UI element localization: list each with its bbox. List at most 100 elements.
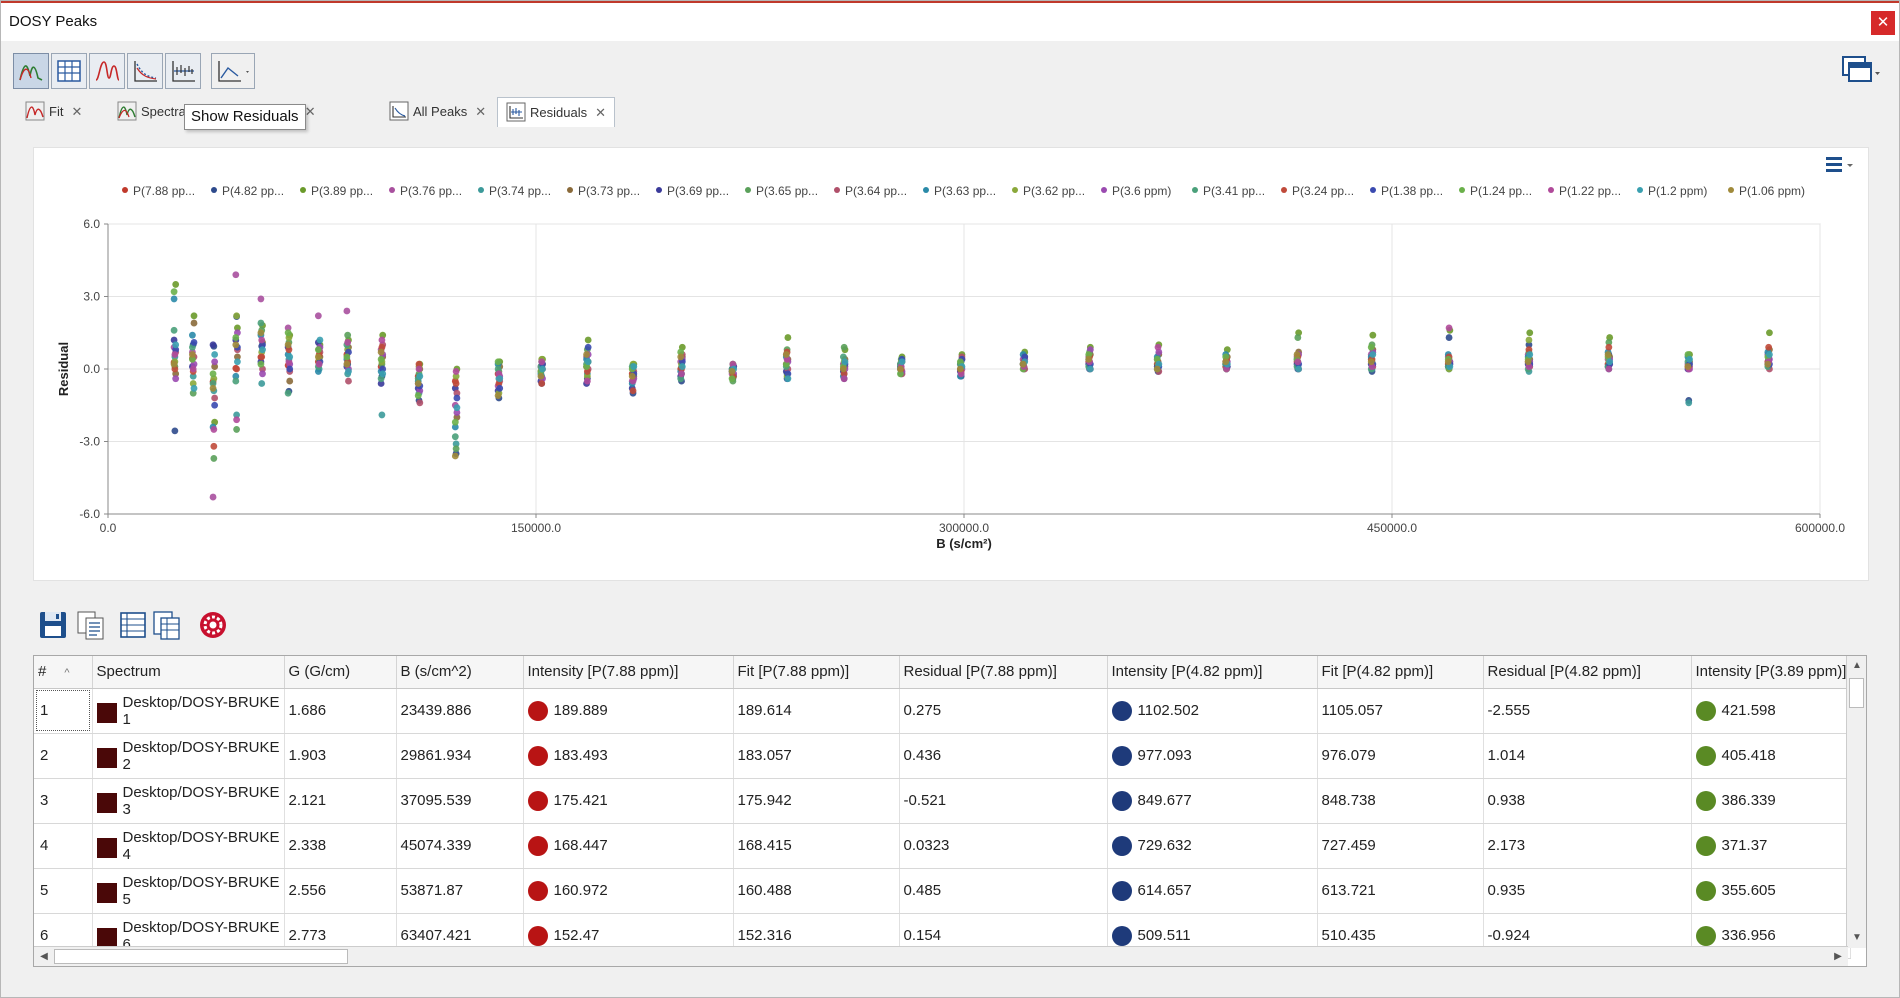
residual-point[interactable] bbox=[259, 346, 266, 354]
cell-residual-482[interactable]: 1.014 bbox=[1483, 733, 1692, 779]
residual-point[interactable] bbox=[189, 372, 197, 380]
residual-point[interactable] bbox=[343, 307, 351, 315]
residual-point[interactable] bbox=[538, 380, 546, 387]
legend-item[interactable]: P(4.82 pp... bbox=[211, 184, 284, 198]
cell-b[interactable]: 37095.539 bbox=[396, 778, 524, 824]
residual-point[interactable] bbox=[171, 351, 179, 358]
residual-point[interactable] bbox=[190, 339, 198, 346]
cell-intensity-389[interactable]: 371.37 bbox=[1691, 823, 1852, 869]
residual-point[interactable] bbox=[378, 336, 386, 344]
residual-point[interactable] bbox=[257, 329, 265, 337]
residual-point[interactable] bbox=[494, 358, 502, 366]
residual-point[interactable] bbox=[284, 389, 292, 397]
residual-point[interactable] bbox=[539, 365, 546, 373]
tab-residuals-close-icon[interactable]: ✕ bbox=[595, 105, 606, 120]
cell-fit-482[interactable]: 727.459 bbox=[1317, 823, 1484, 869]
residual-point[interactable] bbox=[583, 377, 591, 385]
cell-intensity-389[interactable]: 421.598 bbox=[1691, 688, 1852, 734]
residual-point[interactable] bbox=[1764, 360, 1772, 368]
residual-point[interactable] bbox=[316, 336, 324, 344]
residual-point[interactable] bbox=[728, 368, 736, 375]
residual-point[interactable] bbox=[414, 392, 422, 399]
cell-fit-482[interactable]: 976.079 bbox=[1317, 733, 1484, 779]
residual-point[interactable] bbox=[1085, 351, 1093, 358]
column-header-fit-482[interactable]: Fit [P(4.82 ppm)] bbox=[1317, 656, 1484, 689]
legend-item[interactable]: P(1.22 pp... bbox=[1548, 184, 1621, 198]
column-header-spectrum[interactable]: Spectrum bbox=[92, 656, 285, 689]
chart-menu-icon[interactable] bbox=[1824, 154, 1858, 176]
vertical-scrollbar[interactable]: ▲ ▼ bbox=[1846, 656, 1866, 948]
cell-residual-482[interactable]: 2.173 bbox=[1483, 823, 1692, 869]
residual-point[interactable] bbox=[284, 324, 292, 332]
residual-point[interactable] bbox=[629, 387, 637, 395]
residual-point[interactable] bbox=[211, 394, 219, 402]
legend-item[interactable]: P(3.73 pp... bbox=[567, 184, 640, 198]
residual-point[interactable] bbox=[233, 411, 241, 419]
residual-point[interactable] bbox=[452, 445, 460, 453]
fit-view-button[interactable] bbox=[13, 53, 49, 89]
residual-point[interactable] bbox=[897, 370, 904, 378]
residual-point[interactable] bbox=[379, 365, 387, 373]
residual-point[interactable] bbox=[234, 358, 241, 366]
residual-point[interactable] bbox=[1019, 360, 1027, 368]
residual-point[interactable] bbox=[258, 336, 266, 344]
residual-point[interactable] bbox=[1154, 343, 1162, 351]
vertical-scroll-thumb[interactable] bbox=[1849, 678, 1864, 708]
close-window-button[interactable]: ✕ bbox=[1871, 11, 1895, 35]
residual-point[interactable] bbox=[190, 384, 198, 392]
residual-point[interactable] bbox=[1525, 336, 1533, 344]
residual-point[interactable] bbox=[728, 375, 736, 383]
residual-point[interactable] bbox=[211, 351, 219, 358]
cell-num[interactable]: 2 bbox=[34, 733, 93, 779]
tab-spectra[interactable]: Spectra bbox=[109, 97, 194, 127]
legend-item[interactable]: P(1.2 ppm) bbox=[1637, 184, 1707, 198]
cell-spectrum[interactable]: Desktop/DOSY-BRUKER 3 bbox=[92, 778, 285, 824]
residual-point[interactable] bbox=[451, 433, 459, 441]
residual-point[interactable] bbox=[415, 360, 423, 368]
residual-point[interactable] bbox=[379, 370, 387, 378]
residual-point[interactable] bbox=[314, 346, 322, 354]
residual-point[interactable] bbox=[345, 368, 352, 375]
residual-point[interactable] bbox=[1086, 365, 1094, 373]
residual-point[interactable] bbox=[1526, 351, 1534, 358]
horizontal-scroll-thumb[interactable] bbox=[54, 949, 348, 964]
residual-point[interactable] bbox=[170, 360, 178, 368]
legend-item[interactable]: P(1.06 ppm) bbox=[1728, 184, 1805, 198]
cell-residual-788[interactable]: 0.0323 bbox=[899, 823, 1108, 869]
residual-point[interactable] bbox=[496, 384, 504, 392]
residual-point[interactable] bbox=[189, 331, 196, 339]
residual-point[interactable] bbox=[898, 358, 906, 366]
residual-point[interactable] bbox=[257, 295, 265, 303]
save-icon[interactable] bbox=[37, 609, 69, 641]
residual-point[interactable] bbox=[1684, 363, 1692, 370]
residual-point[interactable] bbox=[1445, 324, 1453, 332]
cell-intensity-482[interactable]: 1102.502 bbox=[1107, 688, 1318, 734]
residual-point[interactable] bbox=[377, 380, 385, 387]
cell-intensity-482[interactable]: 729.632 bbox=[1107, 823, 1318, 869]
residual-point[interactable] bbox=[678, 370, 685, 378]
cell-residual-788[interactable]: -0.521 bbox=[899, 778, 1108, 824]
residual-point[interactable] bbox=[1604, 351, 1612, 358]
cell-spectrum[interactable]: Desktop/DOSY-BRUKER 4 bbox=[92, 823, 285, 869]
residual-point[interactable] bbox=[496, 375, 504, 383]
cell-g[interactable]: 1.686 bbox=[284, 688, 397, 734]
residual-point[interactable] bbox=[1294, 358, 1302, 366]
cell-residual-482[interactable]: -2.555 bbox=[1483, 688, 1692, 734]
cell-intensity-482[interactable]: 977.093 bbox=[1107, 733, 1318, 779]
residual-point[interactable] bbox=[453, 409, 461, 416]
residual-point[interactable] bbox=[189, 355, 196, 363]
table-row[interactable]: 2 Desktop/DOSY-BRUKER 2 1.903 29861.934 183.4… bbox=[34, 733, 1852, 779]
residual-point[interactable] bbox=[1367, 343, 1375, 351]
cell-residual-482[interactable]: 0.935 bbox=[1483, 868, 1692, 914]
residual-point[interactable] bbox=[583, 351, 590, 358]
residual-point[interactable] bbox=[537, 372, 545, 380]
scroll-right-icon[interactable]: ▶ bbox=[1834, 951, 1842, 962]
residual-point[interactable] bbox=[232, 334, 240, 341]
cell-intensity-389[interactable]: 355.605 bbox=[1691, 868, 1852, 914]
residual-point[interactable] bbox=[232, 372, 240, 380]
cell-fit-788[interactable]: 160.488 bbox=[733, 868, 900, 914]
column-header-b[interactable]: B (s/cm^2) bbox=[396, 656, 524, 689]
tab-all-peaks-close-icon[interactable]: ✕ bbox=[475, 104, 487, 119]
residual-point[interactable] bbox=[233, 312, 241, 320]
residual-point[interactable] bbox=[583, 372, 591, 380]
